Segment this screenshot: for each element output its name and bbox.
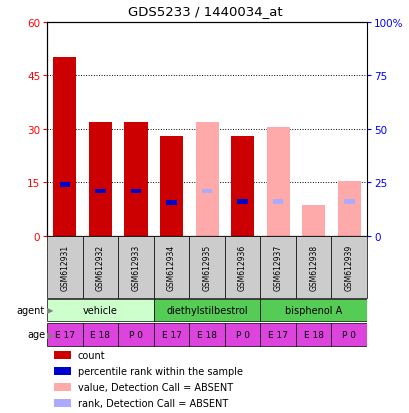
Bar: [153, 323, 189, 346]
Text: GSM612937: GSM612937: [273, 244, 282, 290]
Text: GSM612932: GSM612932: [96, 244, 105, 290]
Bar: [118, 323, 153, 346]
Bar: [166, 201, 176, 205]
Text: P 0: P 0: [129, 330, 143, 339]
Bar: [54, 367, 71, 375]
Bar: [89, 122, 112, 236]
Bar: [224, 236, 260, 298]
Bar: [54, 383, 71, 391]
Bar: [301, 206, 324, 236]
Bar: [130, 189, 141, 194]
Bar: [95, 189, 106, 194]
Bar: [160, 137, 182, 236]
Bar: [83, 236, 118, 298]
Bar: [47, 299, 153, 321]
Text: bisphenol A: bisphenol A: [284, 305, 342, 315]
Bar: [337, 181, 360, 236]
Text: value, Detection Call = ABSENT: value, Detection Call = ABSENT: [77, 382, 232, 392]
Bar: [83, 323, 118, 346]
Bar: [54, 399, 71, 407]
Text: ▶: ▶: [47, 330, 53, 339]
Bar: [330, 323, 366, 346]
Text: E 18: E 18: [197, 330, 216, 339]
Bar: [295, 323, 330, 346]
Text: GSM612938: GSM612938: [308, 244, 317, 290]
Text: E 18: E 18: [303, 330, 323, 339]
Bar: [54, 351, 71, 359]
Bar: [224, 323, 260, 346]
Bar: [118, 236, 153, 298]
Text: GSM612935: GSM612935: [202, 244, 211, 290]
Bar: [260, 323, 295, 346]
Text: GSM612936: GSM612936: [238, 244, 247, 290]
Text: GSM612933: GSM612933: [131, 244, 140, 290]
Text: count: count: [77, 350, 105, 360]
Bar: [295, 236, 330, 298]
Text: percentile rank within the sample: percentile rank within the sample: [77, 366, 242, 376]
Bar: [330, 236, 366, 298]
Text: GSM612931: GSM612931: [60, 244, 69, 290]
Bar: [189, 236, 224, 298]
Bar: [195, 122, 218, 236]
Text: E 17: E 17: [55, 330, 75, 339]
Text: E 17: E 17: [267, 330, 288, 339]
Bar: [153, 236, 189, 298]
Text: GDS5233 / 1440034_at: GDS5233 / 1440034_at: [127, 5, 282, 18]
Bar: [272, 200, 283, 204]
Text: GSM612939: GSM612939: [344, 244, 353, 290]
Text: vehicle: vehicle: [83, 305, 118, 315]
Text: diethylstilbestrol: diethylstilbestrol: [166, 305, 247, 315]
Bar: [47, 323, 83, 346]
Bar: [201, 189, 212, 194]
Bar: [237, 200, 247, 204]
Bar: [59, 183, 70, 187]
Text: E 18: E 18: [90, 330, 110, 339]
Text: ▶: ▶: [47, 306, 53, 315]
Bar: [189, 323, 224, 346]
Text: age: age: [27, 330, 45, 339]
Bar: [260, 299, 366, 321]
Text: P 0: P 0: [342, 330, 355, 339]
Bar: [266, 128, 289, 236]
Text: E 17: E 17: [161, 330, 181, 339]
Bar: [153, 299, 260, 321]
Text: agent: agent: [17, 305, 45, 315]
Bar: [260, 236, 295, 298]
Bar: [343, 200, 354, 204]
Bar: [47, 236, 83, 298]
Text: rank, Detection Call = ABSENT: rank, Detection Call = ABSENT: [77, 398, 227, 408]
Bar: [53, 58, 76, 236]
Text: GSM612934: GSM612934: [166, 244, 175, 290]
Bar: [124, 122, 147, 236]
Text: P 0: P 0: [235, 330, 249, 339]
Bar: [231, 137, 254, 236]
